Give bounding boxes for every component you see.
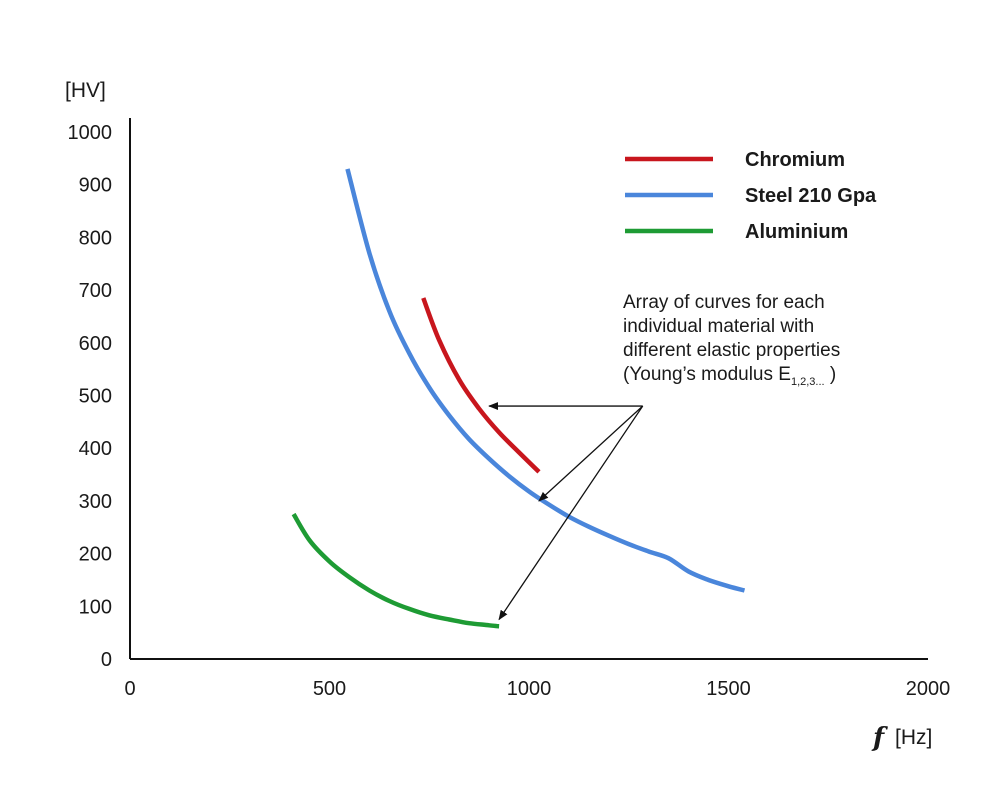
annotation-closing: ) [825, 364, 837, 385]
series-line-steel-210-gpa [345, 168, 746, 593]
annotation-text-line: (Young’s modulus E1,2,3... ) [623, 364, 836, 388]
annotation: Array of curves for each individual mater… [488, 292, 840, 621]
series-line-chromium [421, 297, 541, 474]
annotation-arrow [538, 405, 644, 502]
annotation-text-line: individual material with [623, 316, 814, 337]
x-axis-unit: [Hz] [895, 726, 932, 749]
legend: Chromium Steel 210 Gpa Aluminium [625, 149, 877, 243]
series-line-aluminium [291, 512, 500, 629]
y-tick-label: 400 [79, 438, 112, 460]
annotation-arrow [498, 405, 644, 621]
x-tick-label: 1000 [507, 678, 552, 700]
y-tick-label: 600 [79, 333, 112, 355]
x-tick-label: 500 [313, 678, 346, 700]
x-axis-variable: f [871, 723, 888, 753]
y-tick-label: 200 [79, 544, 112, 566]
y-tick-label: 300 [79, 491, 112, 513]
y-tick-label: 700 [79, 280, 112, 302]
x-tick-label: 0 [124, 678, 135, 700]
annotation-text-line: different elastic properties [623, 340, 840, 361]
y-tick-label: 500 [79, 386, 112, 408]
y-tick-label: 1000 [68, 122, 113, 144]
y-tick-label: 800 [79, 227, 112, 249]
y-tick-label: 100 [79, 596, 112, 618]
annotation-subscript: 1,2,3... [791, 376, 825, 388]
plot-area [291, 168, 746, 629]
y-axis-label: [HV] [65, 79, 106, 102]
x-tick-label: 2000 [906, 678, 951, 700]
y-tick-label: 900 [79, 175, 112, 197]
legend-label-aluminium: Aluminium [745, 221, 848, 243]
x-tick-label: 1500 [706, 678, 751, 700]
annotation-text-line: Array of curves for each [623, 292, 825, 313]
legend-label-steel-210-gpa: Steel 210 Gpa [745, 185, 877, 207]
y-tick-label: 0 [101, 649, 112, 671]
legend-label-chromium: Chromium [745, 149, 845, 171]
axes: 0 500 1000 1500 2000 0 100 200 300 400 500 600 700 80… [65, 79, 950, 753]
